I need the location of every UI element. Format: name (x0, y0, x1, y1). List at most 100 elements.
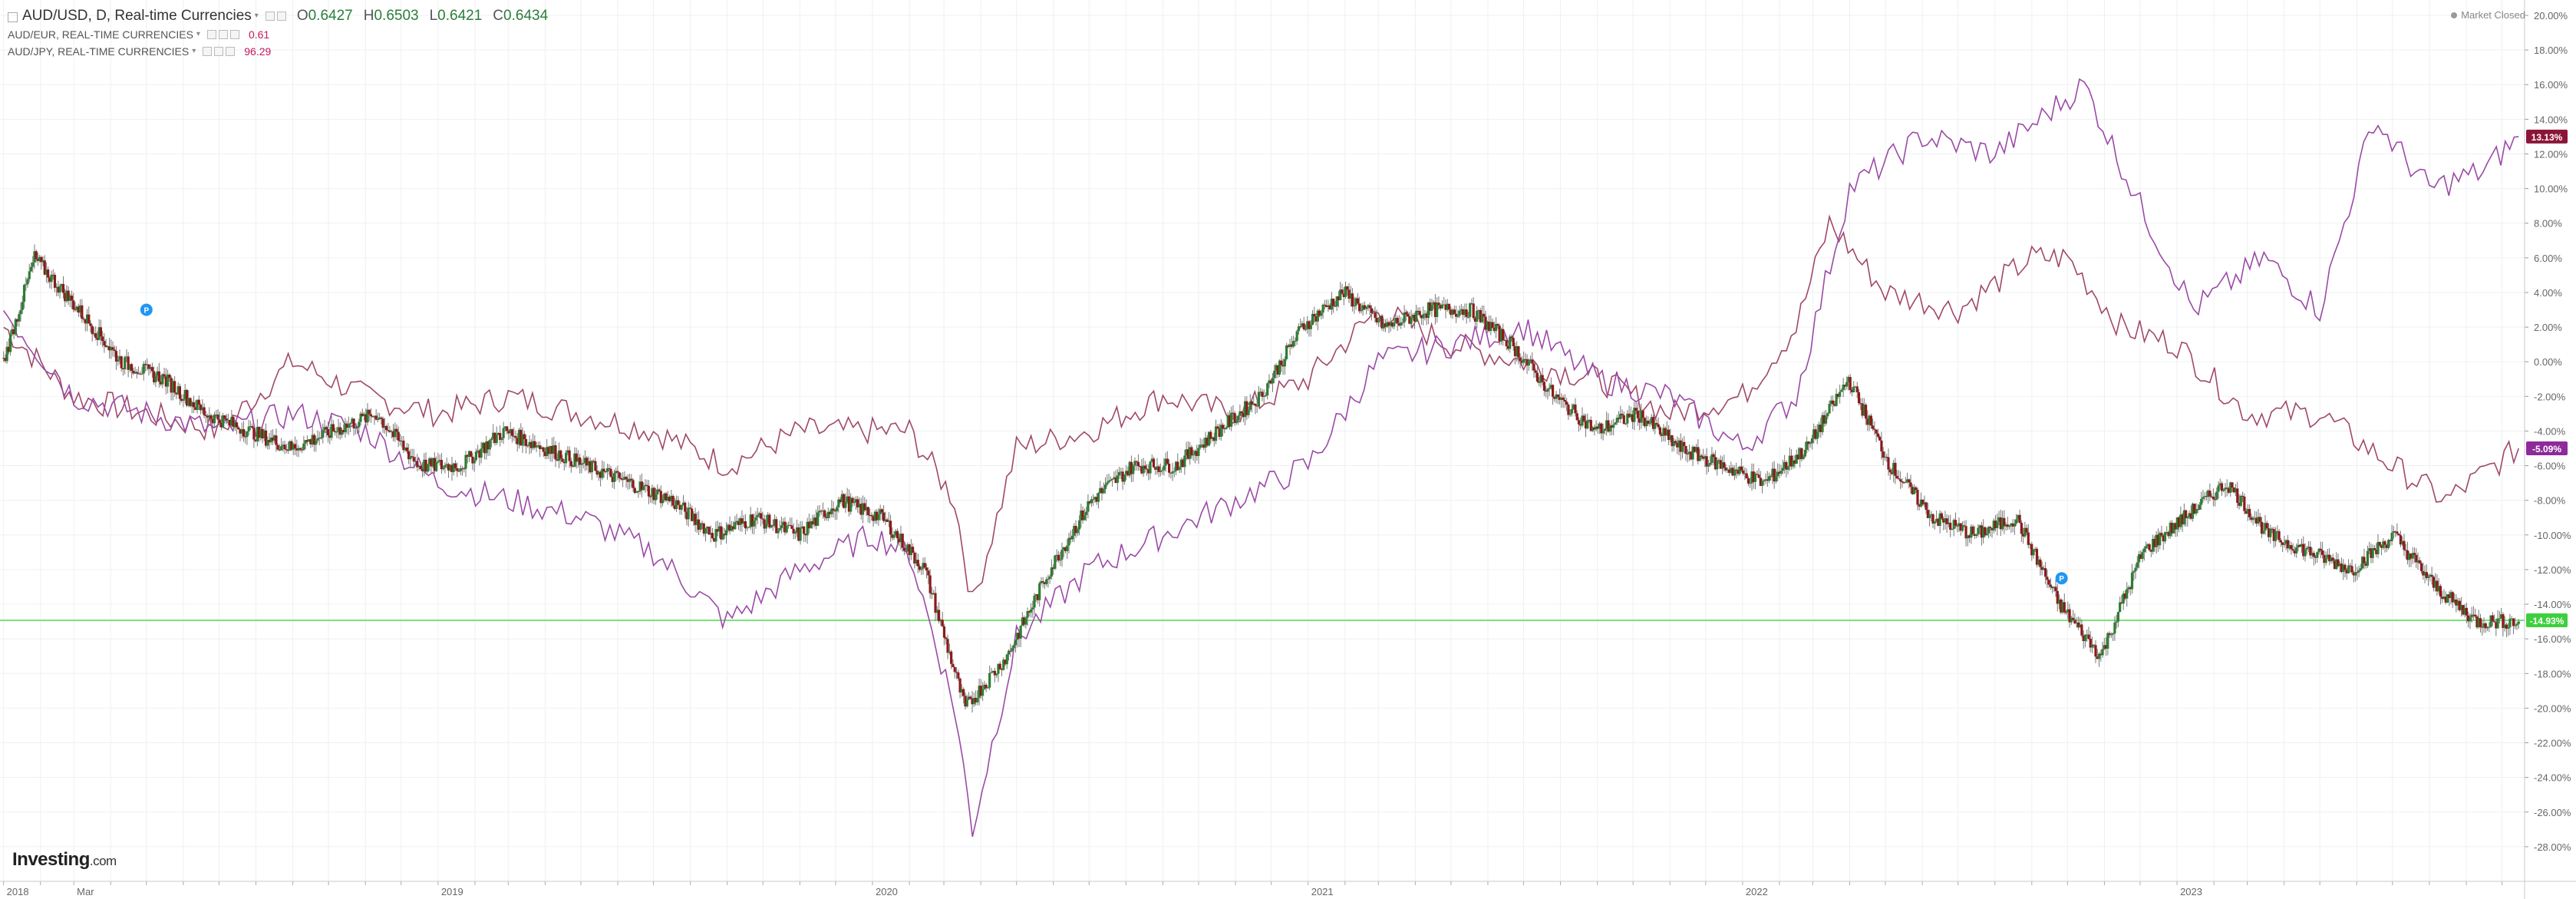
chevron-down-icon[interactable]: ▾ (196, 30, 200, 38)
candle-body (271, 437, 275, 441)
candle-body (1092, 499, 1095, 501)
candle-body (2448, 594, 2451, 598)
candle-body (1216, 426, 1219, 429)
candle-body (467, 451, 471, 458)
chevron-down-icon[interactable]: ▾ (192, 47, 196, 55)
candle-body (1502, 329, 1505, 340)
settings-icon[interactable] (218, 30, 228, 39)
candle-body (1219, 425, 1222, 438)
candle-body (1097, 493, 1100, 502)
chevron-down-icon[interactable]: ▾ (254, 12, 259, 20)
candle-body (623, 477, 626, 480)
candle-body (948, 651, 951, 653)
y-tick-label: -24.00% (2534, 772, 2571, 784)
candle-body (2444, 597, 2447, 603)
candle-body (675, 500, 678, 509)
candle-body (1007, 650, 1011, 655)
visibility-toggle-icon[interactable] (203, 47, 213, 56)
candle-body (2396, 531, 2399, 534)
candle-body (1374, 312, 1377, 318)
candle-body (1132, 465, 1135, 474)
collapse-legend-icon[interactable] (8, 12, 18, 22)
candle-body (1638, 418, 1641, 423)
candle-body (459, 468, 462, 471)
candle-body (972, 698, 975, 705)
candle-body (1899, 479, 1902, 481)
candle-body (887, 521, 890, 522)
candle-body (2076, 622, 2080, 628)
candle-body (1942, 518, 1945, 523)
candle-body (2324, 557, 2327, 564)
candle-body (2039, 559, 2042, 567)
candle-body (899, 534, 902, 543)
candle-body (680, 504, 683, 510)
candle-body (1885, 457, 1888, 458)
candle-body (694, 514, 697, 525)
y-tick-label: -16.00% (2534, 633, 2571, 645)
candle-body (142, 364, 145, 374)
y-tick-label: -2.00% (2534, 391, 2566, 402)
candle-body (1255, 405, 1258, 407)
candle-body (84, 319, 87, 324)
candle-body (1781, 468, 1784, 471)
candle-body (289, 441, 292, 451)
remove-series-icon[interactable] (229, 30, 239, 39)
candle-body (2113, 622, 2116, 634)
candle-body (909, 547, 912, 555)
candle-body (111, 347, 114, 350)
x-tick-label: 2021 (1311, 886, 1334, 897)
visibility-toggle-icon[interactable] (206, 30, 216, 39)
candle-body (2413, 553, 2416, 555)
candle-body (485, 441, 488, 454)
compare-series-value: 96.29 (244, 45, 272, 58)
candle-body (376, 419, 379, 421)
candle-body (1674, 441, 1677, 443)
candle-body (622, 479, 625, 481)
candle-body (1297, 326, 1301, 332)
candle-body (344, 423, 347, 433)
candle-body (502, 428, 505, 438)
candle-body (2467, 615, 2470, 622)
candle-body (673, 505, 676, 509)
candle-body (915, 560, 918, 564)
candle-body (1826, 413, 1829, 417)
candle-body (540, 447, 543, 450)
candle-body (978, 686, 981, 698)
candle-body (1864, 405, 1868, 419)
candle-body (1753, 474, 1757, 482)
candle-body (1330, 299, 1334, 310)
candle-body (1179, 459, 1182, 468)
remove-series-icon[interactable] (226, 47, 236, 56)
candle-body (2284, 540, 2287, 544)
candle-body (1785, 461, 1788, 470)
candle-body (730, 526, 733, 531)
candle-body (104, 345, 107, 347)
candle-body (920, 568, 923, 570)
visibility-toggle-icon[interactable] (265, 12, 275, 21)
candle-body (1379, 316, 1382, 322)
candle-body (2071, 617, 2075, 620)
candle-body (183, 389, 186, 400)
candle-body (1964, 526, 1967, 539)
candle-body (1987, 527, 1991, 534)
candle-body (531, 441, 535, 448)
candle-body (1043, 582, 1047, 584)
candle-body (2222, 489, 2225, 491)
candle-body (1332, 299, 1335, 306)
candle-body (1404, 312, 1407, 315)
settings-icon[interactable] (214, 47, 224, 56)
settings-icon[interactable] (276, 12, 286, 21)
high-label: H (363, 8, 374, 24)
candle-body (1185, 449, 1188, 456)
compare-series-label[interactable]: AUD/EUR, REAL-TIME CURRENCIES (8, 28, 193, 41)
candle-body (1235, 420, 1239, 423)
candle-body (240, 429, 243, 434)
candle-body (618, 472, 621, 478)
main-symbol-label[interactable]: AUD/USD, D, Real-time Currencies (22, 8, 252, 24)
candle-body (1268, 380, 1271, 384)
candle-body (483, 442, 487, 454)
compare-series-label[interactable]: AUD/JPY, REAL-TIME CURRENCIES (8, 45, 190, 58)
candle-body (47, 269, 50, 278)
